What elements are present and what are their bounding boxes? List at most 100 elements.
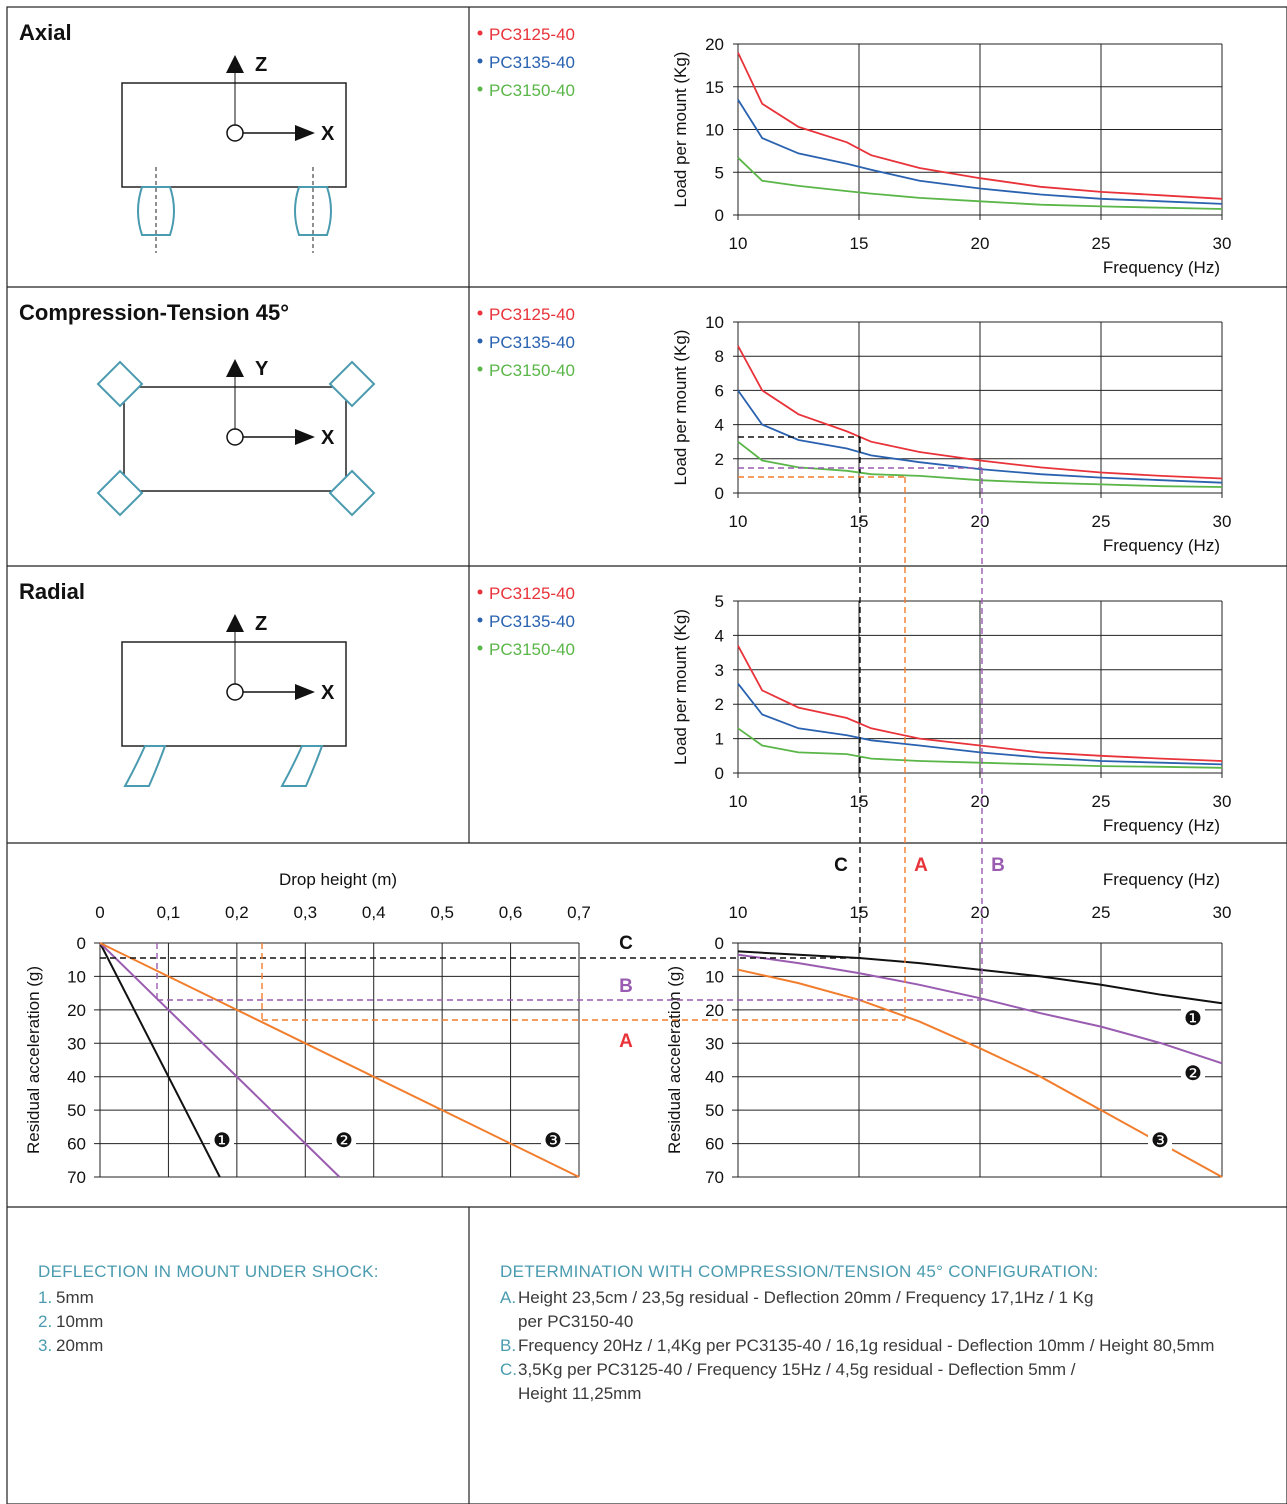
marker-letter-b: B [619,976,633,997]
legend-entry: PC3135-40 [489,53,575,72]
panel-title: Radial [19,579,85,604]
notes-determination-heading: DETERMINATION WITH COMPRESSION/TENSION 4… [500,1262,1099,1281]
x-tick-label: 0,3 [293,903,317,922]
curve-marker: ❶ [1184,1008,1202,1030]
y-tick-label: 30 [67,1034,86,1053]
legend-entry: PC3150-40 [489,81,575,100]
marker-letter-a: A [619,1031,633,1052]
axis-arrow [295,429,315,445]
origin-marker [226,683,244,701]
mount-shape [137,186,175,236]
axis-name: X [321,682,335,704]
x-tick-label: 10 [729,512,748,531]
legend-marker [477,589,483,595]
series-line-PC3150-40 [737,157,1223,210]
y-tick-label: 70 [67,1168,86,1187]
x-tick-label: 15 [850,792,869,811]
y-tick-label: 0 [77,934,86,953]
x-tick-label: 0,1 [157,903,181,922]
legend-marker [477,617,483,623]
marker-letter-a: A [914,855,928,876]
x-axis-label: Frequency (Hz) [1103,870,1220,889]
axis-name: X [321,123,335,145]
outer-frame [6,6,1287,1504]
legend-marker [477,58,483,64]
y-tick-label: 60 [705,1135,724,1154]
legend-marker [477,366,483,372]
x-tick-label: 25 [1092,903,1111,922]
x-tick-label: 30 [1213,903,1232,922]
y-tick-label: 0 [715,206,724,225]
y-tick-label: 50 [67,1101,86,1120]
deflection-item: 1. 5mm [38,1288,94,1307]
x-tick-label: 0,7 [567,903,591,922]
legend-entry: PC3135-40 [489,333,575,352]
y-axis-label: Residual acceleration (g) [24,966,43,1154]
freq-curve-1 [737,950,1223,1005]
axis-arrow [295,125,315,141]
axis-arrow [226,614,244,632]
marker-letter-b: B [991,855,1005,876]
axis-name: Z [255,54,267,76]
y-tick-label: 5 [715,163,724,182]
x-tick-label: 25 [1092,792,1111,811]
drop-curve-3 [99,942,580,1178]
y-tick-label: 4 [715,626,724,645]
marker-bg [541,1128,565,1152]
x-tick-label: 20 [971,234,990,253]
deflection-item: 3. 20mm [38,1336,104,1355]
marker-bg [1181,1061,1205,1085]
origin-marker [226,124,244,142]
x-tick-label: 15 [850,903,869,922]
legend-entry: PC3125-40 [489,305,575,324]
axis-name: X [321,427,335,449]
series-line-PC3150-40 [737,727,1223,769]
x-tick-label: 30 [1213,792,1232,811]
mount-shape [294,186,332,236]
y-axis-label: Load per mount (Kg) [671,330,690,486]
origin-marker [226,428,244,446]
curve-marker: ❸ [544,1130,562,1152]
y-tick-label: 5 [715,592,724,611]
y-tick-label: 30 [705,1034,724,1053]
y-tick-label: 0 [715,764,724,783]
notes-determination: DETERMINATION WITH COMPRESSION/TENSION 4… [500,1260,1275,1406]
x-axis-label: Frequency (Hz) [1103,258,1220,277]
x-tick-label: 30 [1213,512,1232,531]
series-line-PC3135-40 [737,683,1223,766]
y-tick-label: 1 [715,730,724,749]
y-tick-label: 10 [705,313,724,332]
determination-item: A. Height 23,5cm / 23,5g residual - Defle… [500,1288,1094,1331]
y-tick-label: 0 [715,934,724,953]
y-tick-label: 20 [67,1001,86,1020]
y-tick-label: 70 [705,1168,724,1187]
mount-shape [96,469,144,517]
curve-marker: ❶ [213,1130,231,1152]
x-tick-label: 0,4 [362,903,386,922]
curve-marker: ❷ [1184,1063,1202,1085]
curve-marker: ❸ [1151,1130,1169,1152]
x-tick-label: 25 [1092,234,1111,253]
legend-entry: PC3135-40 [489,612,575,631]
y-axis-label: Load per mount (Kg) [671,52,690,208]
panel-radial: Radial PC3125-40 PC3135-40 PC3150-40 Z X 0 1 2 3 4… [19,579,1231,835]
y-axis-label: Residual acceleration (g) [665,966,684,1154]
x-tick-label: 30 [1213,234,1232,253]
bottom-panel: 0 10 20 30 40 50 60 70 0 0,1 0,2 0,3 0,4 0,5 0,6 0,7 Dro… [24,870,1231,1187]
y-tick-label: 2 [715,450,724,469]
axis-arrow [226,55,244,73]
mount-shape [96,360,144,408]
x-tick-label: 25 [1092,512,1111,531]
marker-bg [1148,1128,1172,1152]
drop-curve-1 [99,942,221,1178]
y-tick-label: 10 [705,967,724,986]
legend-entry: PC3125-40 [489,25,575,44]
x-tick-label: 10 [729,903,748,922]
x-axis-label: Frequency (Hz) [1103,536,1220,555]
x-tick-label: 20 [971,903,990,922]
legend-entry: PC3125-40 [489,584,575,603]
determination-item: B. Frequency 20Hz / 1,4Kg per PC3135-40 /… [500,1336,1215,1355]
y-tick-label: 10 [705,121,724,140]
x-tick-label: 15 [850,234,869,253]
freq-curve-3 [737,968,1223,1178]
